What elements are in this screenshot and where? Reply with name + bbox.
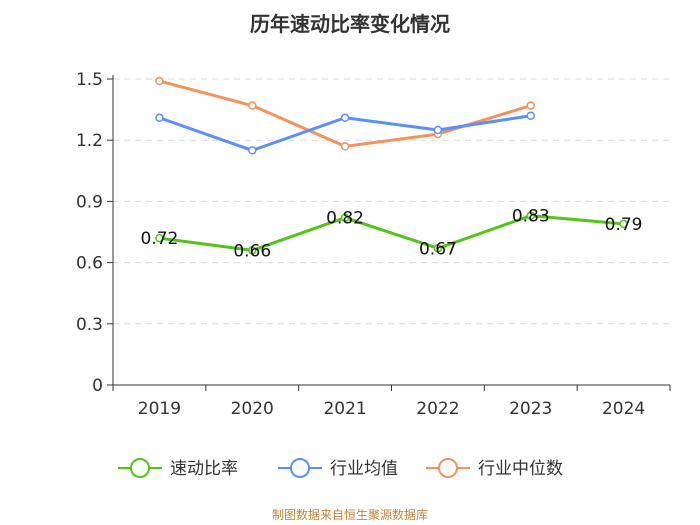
data-point[interactable] [526,111,535,120]
y-tick-label: 0.3 [76,315,103,335]
legend-label: 行业均值 [330,459,398,479]
legend-marker [438,458,458,478]
legend-label: 速动比率 [170,459,238,479]
y-tick-label: 0.6 [76,254,103,274]
data-point[interactable] [155,113,164,123]
data-label: 0.83 [512,207,550,227]
y-tick-label: 0.9 [76,192,103,212]
data-point[interactable] [619,219,628,229]
x-tick-label: 2021 [323,399,366,419]
y-tick-label: 0 [92,376,103,396]
legend-item-1[interactable]: 行业均值 [278,458,398,479]
chart-title: 历年速动比率变化情况 [250,12,450,36]
x-tick-label: 2024 [602,399,645,419]
data-point[interactable] [526,211,535,220]
legend-marker [130,458,150,478]
legend-marker [290,458,310,478]
legend-item-2[interactable]: 行业中位数 [426,458,563,479]
axes: 0 0.3 0.6 0.9 1.2 1.5 2019 2020 2021 2022 2023 2024 [76,70,671,419]
data-label: 0.72 [140,229,178,249]
y-tick-label: 1.5 [76,70,103,90]
source-note: 制图数据来自恒生聚源数据库 [271,508,428,522]
data-label: 0.67 [419,239,457,259]
data-point[interactable] [340,213,350,222]
series-line-0 [159,214,624,252]
data-labels: 0.72 0.66 0.82 0.67 0.83 0.79 [140,207,642,262]
data-point[interactable] [433,244,443,253]
data-label: 0.82 [326,209,364,229]
legend-item-0[interactable]: 速动比率 [118,458,238,479]
data-point[interactable] [433,125,443,135]
legend[interactable]: 速动比率 行业均值 行业中位数 [118,458,563,479]
x-tick-label: 2019 [138,399,181,419]
data-point[interactable] [340,142,350,151]
x-tick-label: 2023 [509,399,552,419]
data-point[interactable] [526,101,535,110]
x-tick-label: 2020 [231,399,274,419]
grid-lines [113,78,670,325]
y-tick-label: 1.2 [76,131,103,151]
data-point[interactable] [155,76,164,86]
data-point[interactable] [155,233,164,243]
legend-label: 行业中位数 [478,459,563,479]
x-tick-label: 2022 [416,399,459,419]
series [155,76,628,255]
data-label: 0.79 [605,215,643,235]
data-point[interactable] [248,246,257,255]
data-point[interactable] [340,113,350,123]
data-label: 0.66 [233,241,271,261]
data-point[interactable] [248,101,257,110]
data-point[interactable] [248,146,257,155]
